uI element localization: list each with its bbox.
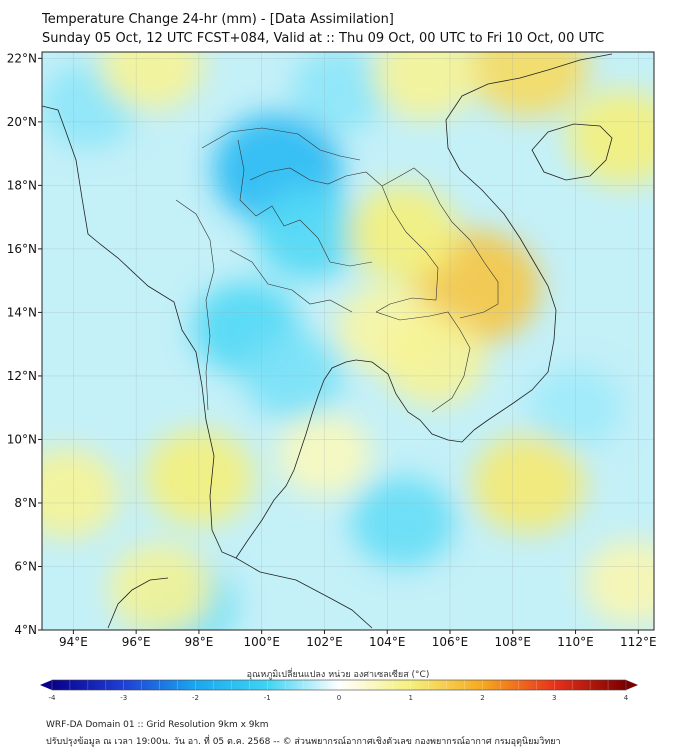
lon-label: 98°E: [184, 635, 213, 649]
field-blob-10: [347, 185, 459, 282]
footer-model-info: WRF-DA Domain 01 :: Grid Resolution 9km …: [46, 720, 269, 730]
colorbar-title: อุณหภูมิเปลี่ยนแปลง หน่วย องศาเซลเซียส (…: [246, 670, 430, 680]
lon-label: 104°E: [369, 635, 406, 649]
temperature-field: [42, 52, 654, 630]
colorbar-tick-label: -3: [120, 694, 127, 702]
border-laos-vietnam: [381, 167, 499, 319]
colorbar-tick-label: 0: [337, 694, 341, 702]
colorbar-tick-label: 3: [552, 694, 556, 702]
colorbar-tick-label: -4: [49, 694, 57, 702]
field-blob-20: [99, 52, 204, 110]
colorbar-max-arrow: [626, 680, 638, 690]
lat-label: 8°N: [14, 496, 37, 510]
colorbar-tick-label: 4: [624, 694, 629, 702]
lat-label: 6°N: [14, 559, 37, 573]
border-provinces-c: [229, 249, 353, 313]
lon-label: 108°E: [495, 635, 532, 649]
lat-label: 4°N: [14, 623, 37, 637]
lat-label: 20°N: [7, 115, 37, 129]
coastline-west: [42, 105, 237, 559]
coastlines: [42, 53, 613, 629]
colorbar-tick-label: -1: [264, 694, 271, 702]
map-frame: [41, 51, 655, 631]
field-blob-1: [255, 186, 363, 280]
admin-borders: [175, 127, 499, 413]
field-blob-4: [350, 476, 455, 568]
field-blob-16: [109, 543, 214, 630]
field-blob-15: [42, 448, 120, 539]
coastline-gulf-east: [355, 359, 475, 443]
graticule: [42, 52, 654, 630]
lon-label: 106°E: [432, 635, 469, 649]
lat-label: 10°N: [7, 432, 37, 446]
coastline-sumatra: [107, 577, 169, 629]
map-title: Temperature Change 24-hr (mm) - [Data As…: [42, 12, 394, 27]
map-subtitle: Sunday 05 Oct, 12 UTC FCST+084, Valid at…: [42, 31, 605, 46]
temperature-change-map: 94°E 96°E 98°E 100°E 102°E 104°E 106°E 108°E 110…: [7, 51, 657, 702]
field-blob-12: [382, 314, 487, 406]
coastline-vietnam: [445, 53, 613, 431]
lat-label: 16°N: [7, 242, 37, 256]
colorbar-min-arrow: [40, 680, 52, 690]
field-blob-22: [583, 539, 654, 625]
border-provinces-n: [237, 139, 373, 267]
field-blob-19: [567, 89, 654, 186]
lon-label: 112°E: [620, 635, 657, 649]
field-blob-7: [291, 52, 389, 133]
border-thai-laos: [249, 167, 439, 313]
lon-label: 100°E: [243, 635, 280, 649]
longitude-labels: 94°E 96°E 98°E 100°E 102°E 104°E 106°E 108°E 110…: [59, 630, 657, 649]
field-blob-18: [372, 52, 477, 120]
lat-label: 22°N: [7, 51, 37, 65]
colorbar-tick-label: 1: [409, 694, 413, 702]
lat-label: 14°N: [7, 305, 37, 319]
colorbar: -4 -3 -2 -1 0 1 2 3 4: [40, 679, 638, 702]
coastline-gulf-west: [235, 359, 357, 559]
field-blob-17: [468, 52, 589, 117]
lat-label: 18°N: [7, 178, 37, 192]
border-cambodia: [375, 311, 471, 413]
latitude-labels: 22°N 20°N 18°N 16°N 14°N 12°N 10°N 8°N 6°N 4°N: [7, 51, 42, 637]
lon-label: 110°E: [557, 635, 594, 649]
footer-credit: ปรับปรุงข้อมูล ณ เวลา 19:00น. วัน อา. ที…: [46, 737, 561, 747]
colorbar-tick-label: -2: [192, 694, 199, 702]
hainan-island: [531, 123, 613, 181]
coastline-malay-east: [235, 557, 373, 629]
colorbar-outline: [51, 679, 627, 691]
lon-label: 102°E: [306, 635, 343, 649]
border-north: [201, 127, 361, 161]
colorbar-tick-label: 2: [480, 694, 484, 702]
lon-label: 94°E: [59, 635, 88, 649]
lat-label: 12°N: [7, 369, 37, 383]
border-thai-myanmar: [175, 199, 215, 411]
lon-label: 96°E: [122, 635, 151, 649]
field-blob-14: [471, 434, 586, 534]
